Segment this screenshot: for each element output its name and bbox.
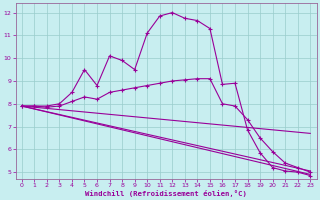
X-axis label: Windchill (Refroidissement éolien,°C): Windchill (Refroidissement éolien,°C) (85, 190, 247, 197)
